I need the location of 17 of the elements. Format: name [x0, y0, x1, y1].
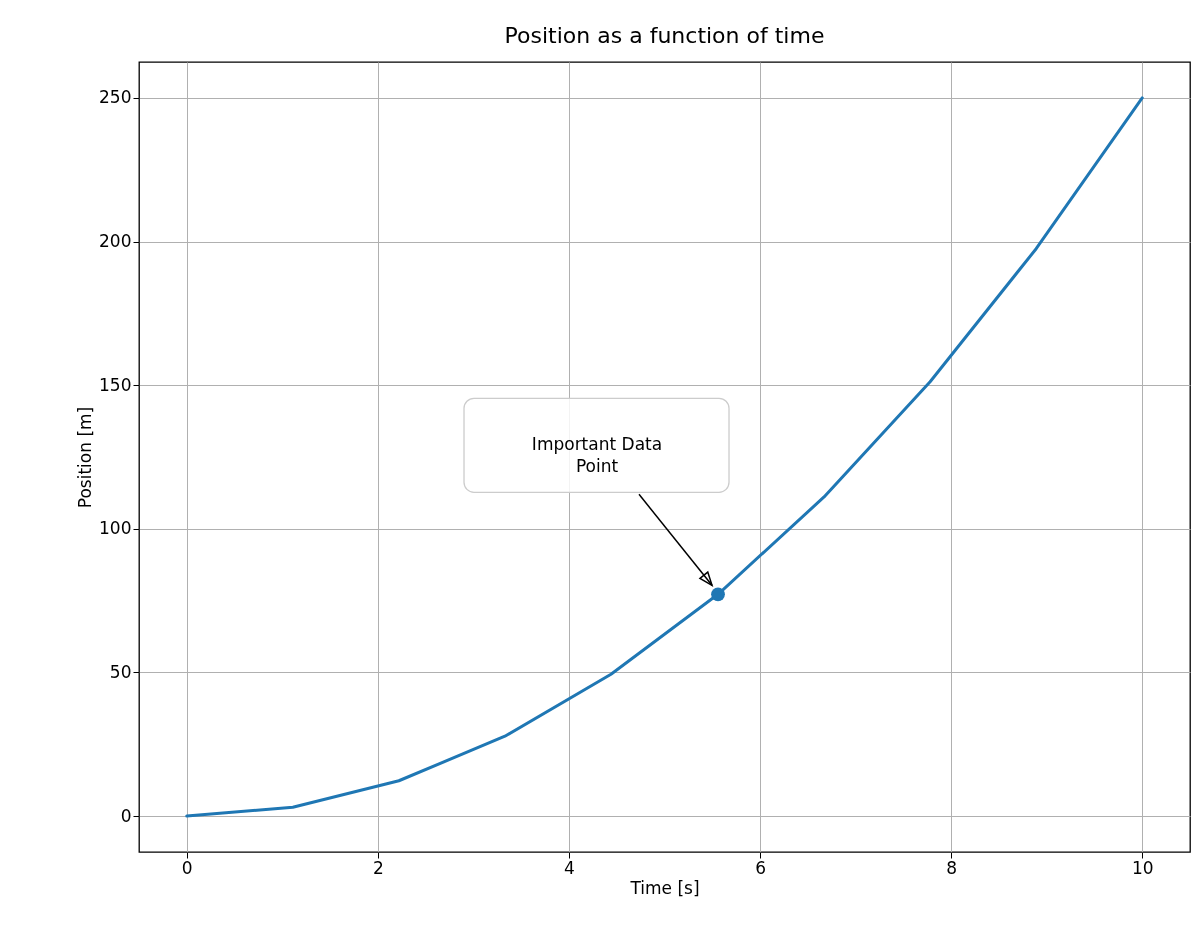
y-tick-label: 0 [120, 805, 132, 826]
x-tick-label: 4 [564, 857, 575, 878]
y-tick-label: 150 [99, 374, 132, 395]
annotation: Important Data Point [531, 434, 663, 477]
x-tick-label: 0 [181, 857, 193, 878]
x-tick-label: 10 [1131, 857, 1154, 878]
y-tick-label: 100 [99, 518, 132, 539]
y-tick-label: 50 [109, 661, 132, 682]
line-series [185, 96, 1144, 818]
y-tick-label: 250 [99, 87, 132, 108]
x-tick-label: 2 [372, 857, 384, 878]
chart-title: Position as a function of time [504, 23, 825, 48]
x-tick-label: 6 [755, 857, 766, 878]
y-axis-title: Position [m] [75, 406, 96, 509]
x-axis-title: Time [s] [629, 877, 700, 898]
y-tick-label: 200 [99, 231, 132, 252]
x-tick-label: 8 [946, 857, 958, 878]
